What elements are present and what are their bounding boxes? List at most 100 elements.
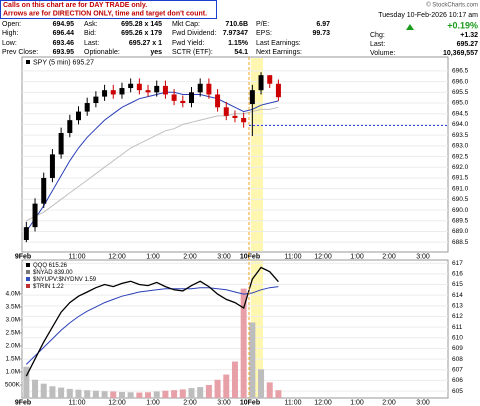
candle-body (119, 88, 125, 95)
y-tick-label: 689.5 (452, 217, 469, 224)
field-value: 696.44 (53, 30, 75, 37)
candle-body (145, 90, 151, 93)
volume-bar (40, 383, 47, 398)
candle-body (102, 90, 108, 97)
field-label: Low: (2, 40, 17, 47)
up-arrow (406, 24, 414, 30)
field-value: 693.46 (53, 40, 75, 47)
legend-swatch (26, 60, 30, 64)
volume-bar (179, 389, 186, 398)
volume-bar (214, 379, 221, 398)
x-tick-label: 3:00 (217, 253, 231, 260)
candle-body (162, 85, 168, 95)
field-label: P/E: (256, 21, 269, 28)
field-value: yes (150, 49, 162, 56)
y-tick-label: 615 (452, 281, 463, 288)
field-value: 99.73 (312, 30, 330, 37)
candle-body (67, 120, 73, 133)
y-tick-label: 608 (452, 356, 463, 363)
y-tick-label: 692.5 (452, 153, 469, 160)
candle-body (41, 177, 47, 204)
x-tick-label: 11:00 (69, 399, 86, 406)
x-tick-label: 1:00 (146, 253, 160, 260)
field-value: 10,369,557 (443, 50, 478, 57)
y-tick-label: 690.0 (452, 207, 469, 214)
y-tick-label: 609 (452, 345, 463, 352)
y-tick-label: 616 (452, 271, 463, 278)
moving-average (25, 91, 279, 232)
y-tick-label: 611 (452, 324, 463, 331)
highlight (251, 58, 263, 251)
volume-bar (23, 366, 30, 398)
candle-body (23, 227, 29, 241)
volume-bar (223, 374, 230, 398)
y-tick-label: 691.5 (452, 175, 469, 182)
field-label: Optionable: (84, 49, 120, 56)
y-tick-label: 691.0 (452, 185, 469, 192)
y-tick-label: 610 (452, 335, 463, 342)
y-tick-label: 688.5 (452, 239, 469, 246)
legend-label: QQQ 615.26 (33, 263, 68, 269)
field-label: SCTR (ETF): (172, 49, 213, 56)
volume-bar (231, 361, 238, 398)
price-line (25, 286, 279, 365)
y-tick-label: 695.5 (452, 89, 469, 96)
x-tick-label: 1:00 (350, 399, 364, 406)
y-tick-label: 694.0 (452, 121, 469, 128)
legend-label: $TRIN 1.22 (33, 284, 64, 290)
x-tick-label: 9Feb (15, 399, 31, 406)
y-tick-label: 696.5 (452, 68, 469, 75)
x-tick-label: 11:00 (285, 253, 302, 260)
field-value: 1.15% (228, 40, 249, 47)
volume-bar (258, 369, 265, 398)
note-box (0, 0, 217, 19)
candle-body (197, 83, 203, 93)
y-tick-label: 606 (452, 377, 463, 384)
field-value: 693.95 (53, 49, 75, 56)
candle-body (232, 115, 238, 119)
field-label: Fwd Dividend: (172, 30, 216, 37)
candle-body (32, 203, 38, 228)
x-tick-label: 9Feb (15, 253, 31, 260)
y-tick-label: 689.0 (452, 228, 469, 235)
candle-body (249, 90, 255, 105)
field-label: Bid: (84, 30, 96, 37)
y-tick-label: 694.5 (452, 110, 469, 117)
y-tick-label: 614 (452, 292, 463, 299)
volume-bar (240, 288, 247, 398)
field-label: Fwd Yield: (172, 40, 204, 47)
field-label: Chg: (370, 32, 385, 39)
volume-bar (188, 388, 195, 398)
field-value: 7.97347 (223, 30, 248, 37)
volume-tick-label: 500K (5, 382, 21, 389)
y-tick-label: 612 (452, 313, 463, 320)
candle-body (241, 118, 247, 123)
x-tick-label: 3:00 (416, 399, 430, 406)
volume-bar (118, 392, 125, 398)
candle-body (128, 83, 134, 89)
note-line: Calls on this chart are for DAY TRADE on… (3, 2, 147, 9)
price-line (25, 266, 279, 377)
candle-body (49, 154, 55, 178)
x-tick-label: 12:00 (314, 399, 332, 406)
field-label: EPS: (256, 30, 272, 37)
volume-bar (205, 384, 212, 398)
volume-bar (275, 390, 282, 398)
y-tick-label: 695.0 (452, 100, 469, 107)
y-tick-label: 692.0 (452, 164, 469, 171)
field-label: Ask: (84, 21, 98, 28)
candle-body (180, 100, 186, 104)
legend-swatch (26, 270, 30, 274)
volume-bar (75, 389, 82, 398)
volume-bar (171, 390, 178, 398)
volume-tick-label: 3.0M (6, 317, 20, 324)
x-tick-label: 12:00 (314, 253, 332, 260)
volume-bar (66, 388, 73, 398)
field-value: 710.6B (225, 21, 248, 28)
x-tick-label: 2:00 (382, 253, 396, 260)
y-tick-label: 607 (452, 366, 463, 373)
legend-label: $NYUPV:$NYDNV 1.59 (33, 277, 97, 283)
price-panel (21, 56, 449, 253)
volume-bar (197, 387, 204, 398)
